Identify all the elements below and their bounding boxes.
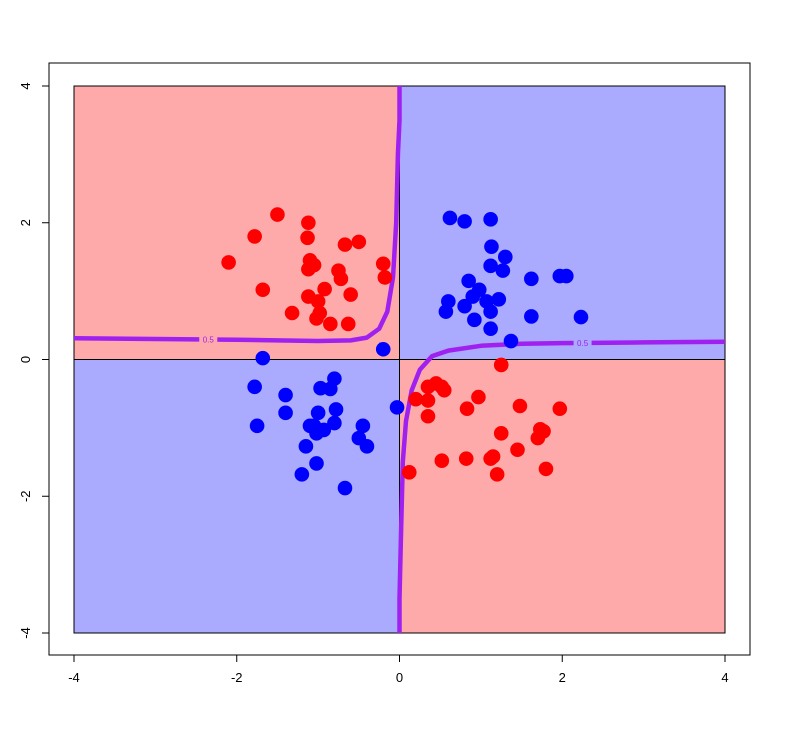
x-tick-label-1: -2: [231, 670, 243, 685]
data-point-s1-43: [298, 439, 314, 454]
data-point-s1-16: [457, 298, 472, 314]
data-point-s1-17: [483, 304, 498, 319]
y-tick-label-1: -2: [18, 490, 33, 502]
data-point-s1-36: [249, 418, 265, 434]
contour-branch-1: [397, 339, 726, 633]
data-point-s0-5: [337, 237, 353, 252]
data-point-s1-34: [389, 400, 405, 415]
data-point-s0-44: [434, 453, 450, 468]
y-tick-label-4: 4: [18, 82, 33, 89]
data-point-s1-25: [255, 350, 271, 366]
data-point-s1-5: [483, 258, 498, 274]
data-point-s1-41: [309, 426, 324, 441]
x-tick-label-2: 0: [396, 670, 403, 685]
data-point-s1-3: [484, 239, 499, 254]
data-point-s0-31: [420, 393, 436, 408]
contour-label-0: 0.5: [203, 336, 215, 345]
data-point-s0-28: [436, 382, 452, 398]
data-point-s0-21: [309, 311, 324, 326]
data-point-s0-39: [530, 430, 546, 446]
data-point-s1-0: [442, 210, 458, 226]
data-point-s0-32: [512, 398, 528, 414]
contour-label-1: 0.5: [577, 339, 589, 348]
axes: -4 -2 0 2 4 -4 -2 0 2 4: [18, 62, 751, 685]
data-point-s0-0: [270, 207, 285, 222]
data-point-s0-43: [458, 451, 474, 466]
data-point-s0-9: [375, 256, 391, 272]
data-point-s1-19: [524, 309, 539, 324]
data-point-s1-31: [328, 402, 344, 417]
data-point-s1-21: [467, 312, 482, 328]
data-point-s1-27: [247, 379, 262, 395]
data-point-s1-18: [438, 304, 454, 319]
x-tick-label-3: 2: [559, 670, 566, 685]
contour-label-gap-0: [199, 333, 218, 345]
data-point-s1-29: [323, 381, 338, 397]
data-point-s0-13: [377, 270, 393, 285]
contour-branch-0: [73, 86, 402, 344]
data-point-s1-8: [524, 271, 539, 287]
data-point-s0-47: [489, 467, 505, 482]
contour-label-gap-1: [573, 337, 592, 349]
data-point-s1-23: [503, 333, 519, 349]
data-point-s0-11: [301, 261, 316, 277]
region-3: [399, 359, 725, 633]
region-2: [74, 359, 400, 633]
data-point-s1-1: [457, 214, 472, 229]
x-tick-label-0: -4: [68, 670, 80, 685]
data-point-s0-15: [317, 281, 332, 297]
y-tick-label-0: -4: [18, 627, 33, 639]
data-point-s1-22: [483, 321, 498, 337]
data-point-s0-46: [401, 465, 417, 480]
data-point-s0-18: [310, 294, 326, 309]
data-point-s0-12: [333, 271, 349, 287]
y-tick-label-2: 0: [18, 356, 33, 363]
data-point-s1-7: [461, 273, 476, 289]
data-point-s0-14: [255, 282, 271, 298]
data-point-s0-40: [510, 442, 525, 458]
data-point-s1-6: [495, 263, 511, 278]
region-0: [74, 86, 400, 360]
decision-contour: 0.5 0.5: [73, 86, 726, 633]
data-point-s0-34: [552, 401, 568, 417]
data-point-s0-3: [300, 230, 315, 246]
data-point-s0-38: [493, 426, 509, 441]
x-tick-label-4: 4: [721, 670, 728, 685]
data-point-s0-42: [483, 451, 498, 466]
data-point-s1-46: [294, 467, 310, 482]
data-point-s1-32: [278, 405, 293, 421]
data-point-s0-6: [221, 255, 236, 270]
data-point-s0-35: [420, 408, 436, 424]
data-point-s1-33: [310, 405, 326, 421]
data-point-s1-12: [465, 289, 481, 304]
data-point-s1-44: [359, 439, 375, 454]
data-point-s0-33: [459, 401, 475, 417]
data-point-s1-10: [559, 268, 574, 284]
data-point-s0-19: [284, 305, 300, 321]
data-point-s1-24: [375, 341, 391, 357]
data-point-s1-39: [355, 418, 371, 434]
data-point-s1-20: [573, 309, 589, 325]
data-point-s1-47: [337, 480, 353, 496]
data-point-s0-30: [408, 391, 424, 407]
data-point-s0-45: [538, 461, 554, 477]
data-point-s0-2: [247, 229, 262, 244]
data-point-s0-4: [351, 234, 367, 250]
y-tick-label-3: 2: [18, 219, 33, 226]
data-point-s0-1: [301, 215, 316, 231]
data-point-s0-29: [471, 389, 486, 405]
data-point-s0-23: [340, 316, 356, 332]
data-point-s1-45: [309, 456, 324, 471]
data-point-s1-14: [491, 292, 507, 307]
data-point-s1-4: [497, 249, 513, 265]
data-point-s0-22: [323, 316, 338, 332]
data-point-s1-35: [327, 415, 342, 431]
scatter-points: [221, 207, 589, 496]
data-point-s0-24: [493, 357, 509, 373]
data-point-s1-2: [483, 212, 498, 227]
data-point-s1-30: [278, 387, 293, 403]
data-point-s0-17: [343, 287, 358, 302]
